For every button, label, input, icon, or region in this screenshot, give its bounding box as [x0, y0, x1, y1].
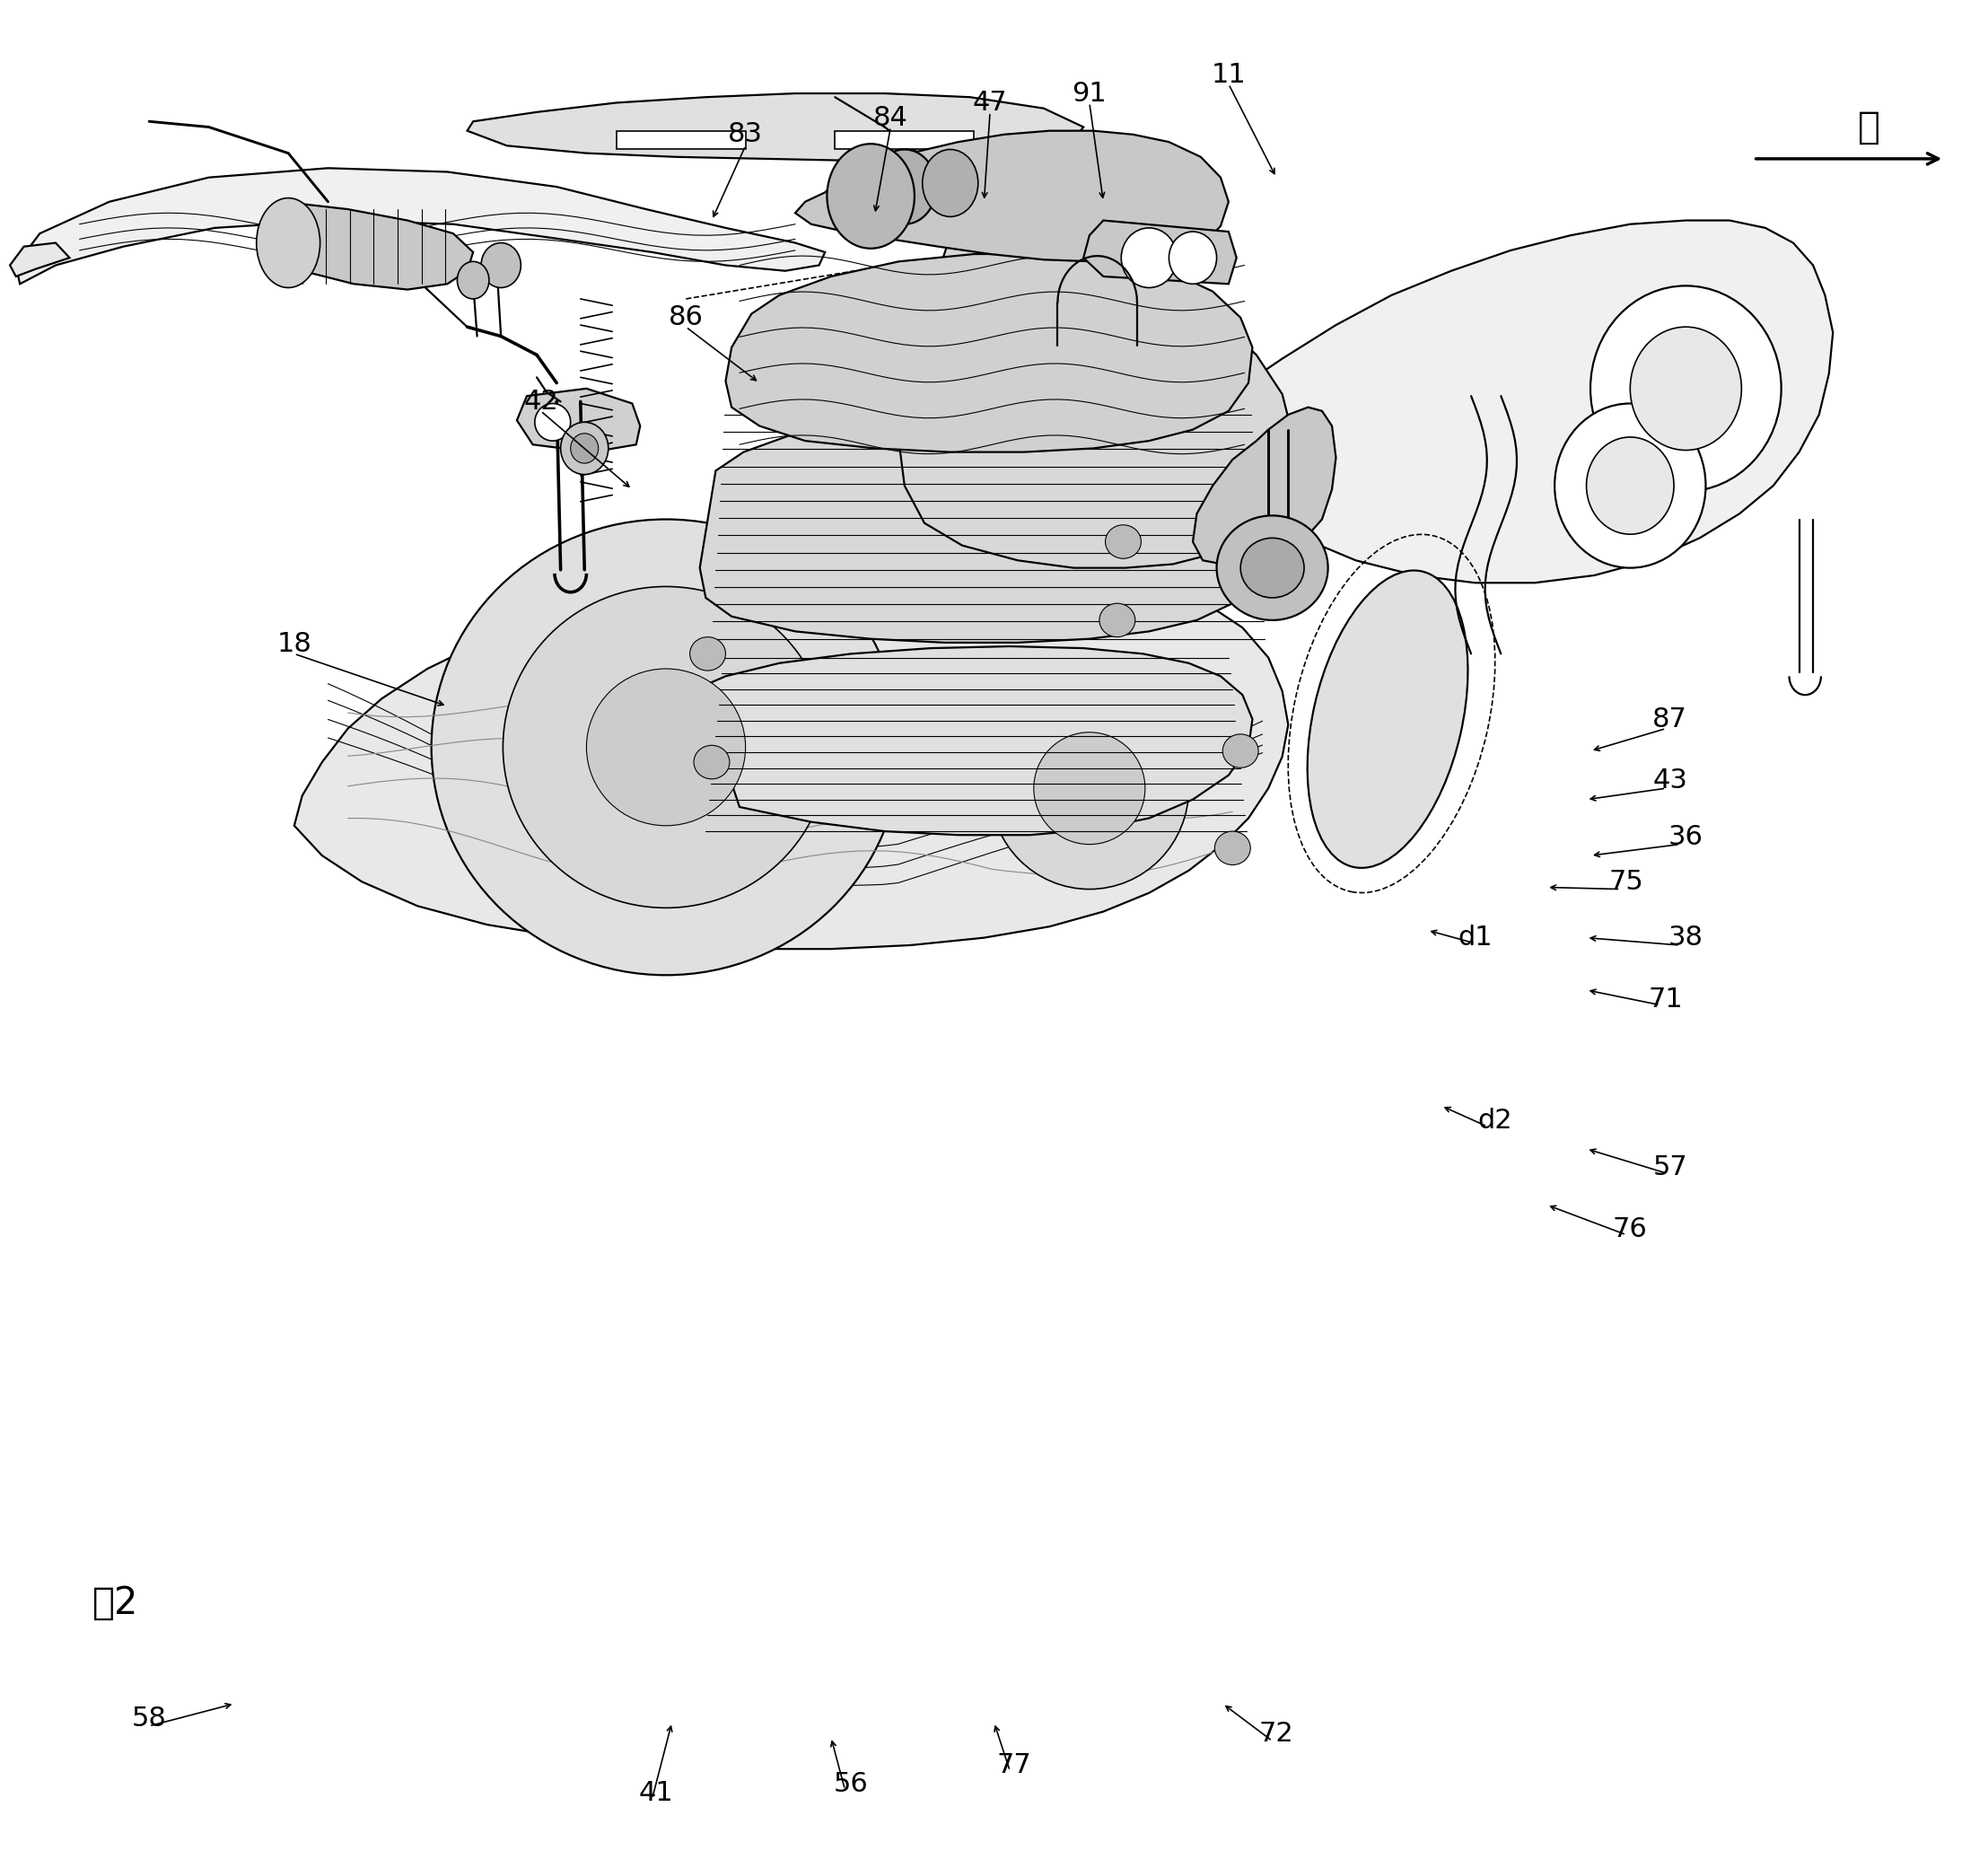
Ellipse shape	[1308, 570, 1467, 869]
Text: d2: d2	[1477, 1108, 1513, 1134]
Ellipse shape	[481, 243, 521, 288]
Ellipse shape	[1105, 525, 1141, 559]
Text: 83: 83	[728, 121, 763, 148]
Ellipse shape	[827, 144, 914, 248]
Ellipse shape	[1223, 734, 1258, 768]
Ellipse shape	[571, 433, 598, 463]
Text: d1: d1	[1457, 925, 1493, 951]
Ellipse shape	[690, 637, 726, 671]
Text: 18: 18	[276, 631, 312, 658]
Polygon shape	[700, 407, 1272, 643]
Ellipse shape	[1555, 403, 1706, 568]
Ellipse shape	[1121, 228, 1177, 288]
Polygon shape	[258, 202, 473, 290]
Ellipse shape	[1630, 327, 1741, 450]
Polygon shape	[899, 224, 1292, 568]
Ellipse shape	[922, 149, 978, 217]
Polygon shape	[700, 646, 1252, 835]
Text: 42: 42	[523, 389, 559, 415]
Ellipse shape	[1590, 286, 1781, 491]
Ellipse shape	[1241, 538, 1304, 598]
Ellipse shape	[457, 262, 489, 299]
Text: 87: 87	[1652, 706, 1688, 732]
Text: 41: 41	[638, 1780, 674, 1806]
Polygon shape	[835, 131, 974, 149]
Ellipse shape	[990, 687, 1189, 889]
Ellipse shape	[1169, 232, 1217, 284]
Text: 图2: 图2	[91, 1584, 139, 1621]
Polygon shape	[795, 131, 1229, 262]
Text: 前: 前	[1857, 108, 1881, 146]
Polygon shape	[1193, 407, 1336, 564]
Text: 58: 58	[131, 1705, 167, 1732]
Text: 71: 71	[1648, 986, 1684, 1012]
Text: 56: 56	[833, 1771, 869, 1797]
Ellipse shape	[431, 519, 901, 975]
Polygon shape	[1083, 220, 1237, 284]
Text: 47: 47	[972, 90, 1008, 116]
Polygon shape	[10, 243, 70, 276]
Ellipse shape	[829, 151, 901, 234]
Text: 36: 36	[1668, 824, 1704, 850]
Text: 84: 84	[873, 105, 909, 131]
Polygon shape	[726, 254, 1252, 452]
Ellipse shape	[503, 587, 829, 908]
Ellipse shape	[561, 422, 608, 474]
Polygon shape	[1209, 220, 1833, 583]
Text: 91: 91	[1072, 80, 1107, 106]
Ellipse shape	[535, 403, 571, 441]
Text: 77: 77	[996, 1752, 1032, 1778]
Ellipse shape	[694, 745, 730, 779]
Polygon shape	[517, 389, 640, 452]
Polygon shape	[616, 131, 746, 149]
Text: 72: 72	[1258, 1720, 1294, 1747]
Text: 43: 43	[1652, 768, 1688, 794]
Ellipse shape	[1217, 516, 1328, 620]
Ellipse shape	[586, 669, 746, 826]
Ellipse shape	[873, 149, 936, 224]
Text: 86: 86	[668, 304, 704, 331]
Polygon shape	[16, 168, 825, 284]
Text: 57: 57	[1652, 1154, 1688, 1181]
Polygon shape	[294, 564, 1288, 949]
Ellipse shape	[1215, 831, 1250, 865]
Text: 76: 76	[1612, 1216, 1648, 1242]
Ellipse shape	[1034, 732, 1145, 844]
Text: 75: 75	[1608, 869, 1644, 895]
Text: 38: 38	[1668, 925, 1704, 951]
Text: 11: 11	[1211, 62, 1246, 88]
Polygon shape	[467, 93, 1083, 161]
Ellipse shape	[1099, 603, 1135, 637]
Ellipse shape	[1586, 437, 1674, 534]
Ellipse shape	[256, 198, 320, 288]
